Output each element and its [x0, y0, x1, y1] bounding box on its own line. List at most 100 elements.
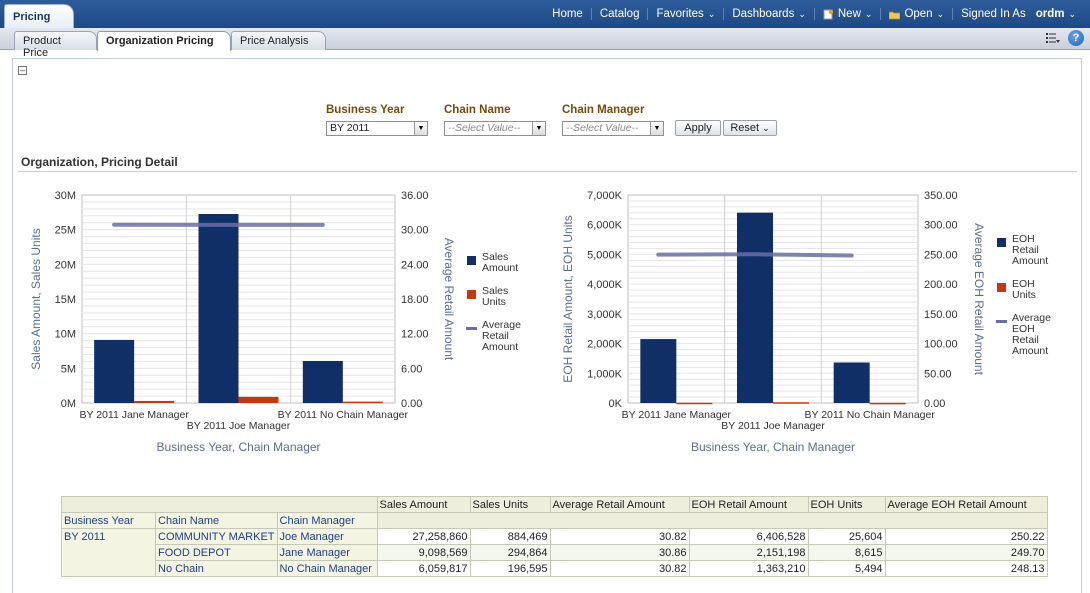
legend-label: Sales Amount — [482, 251, 518, 274]
y-tick-label: 7,000K — [587, 190, 623, 202]
sales-chart[interactable]: 0M 5M 10M 15M 20M 25M 30M 0.00 6.00 12.00 18.00 24.… — [20, 175, 565, 465]
business-year-select[interactable]: BY 2011 ▼ — [326, 121, 428, 136]
nav-dashboards-label: Dashboards — [732, 8, 795, 20]
bar-eoh-units — [773, 402, 809, 404]
value-cell: 30.82 — [549, 528, 690, 545]
nav-new[interactable]: New ⌄ — [815, 8, 882, 20]
nav-new-label: New — [837, 8, 861, 20]
y-tick-label: 5M — [61, 363, 76, 375]
y2-tick-label: 100.00 — [924, 339, 958, 351]
y2-tick-label: 250.00 — [924, 249, 958, 261]
chain-cell[interactable]: No Chain — [155, 560, 278, 577]
bar-sales-amount — [302, 360, 343, 403]
nav-open-label: Open — [904, 8, 933, 20]
x-tick-label: BY 2011 No Chain Manager — [278, 409, 409, 421]
value-cell: 5,494 — [807, 560, 886, 577]
value-cell: 6,059,817 — [376, 560, 471, 577]
page-options-icon[interactable] — [1046, 32, 1060, 44]
value-cell: 249.70 — [884, 544, 1048, 561]
row-header: Chain Name — [155, 512, 278, 529]
value-cell: 1,363,210 — [688, 560, 809, 577]
reset-label: Reset — [730, 122, 760, 134]
column-header: Average EOH Retail Amount — [884, 496, 1048, 513]
dropdown-arrow-icon[interactable]: ▼ — [650, 122, 663, 135]
help-icon[interactable]: ? — [1068, 30, 1084, 46]
value-cell: 294,864 — [469, 544, 551, 561]
legend-label: Average EOH Retail Amount — [1012, 312, 1051, 357]
bar-eoh-retail-amount — [640, 339, 677, 403]
row-header-row: Business Year Chain Name Chain Manager — [61, 512, 1048, 529]
dropdown-arrow-icon[interactable]: ▼ — [414, 122, 427, 135]
bar-sales-units — [342, 401, 383, 404]
reset-button[interactable]: Reset ⌄ — [723, 120, 777, 136]
nav-open[interactable]: Open ⌄ — [881, 8, 954, 20]
nav-home[interactable]: Home — [544, 8, 592, 20]
table-header-row: Sales Amount Sales Units Average Retail … — [61, 496, 1048, 513]
app-title-tab[interactable]: Pricing — [4, 4, 74, 28]
chevron-down-icon: ⌄ — [707, 8, 716, 19]
y2-tick-label: 30.00 — [401, 225, 429, 237]
manager-cell[interactable]: Jane Manager — [276, 544, 378, 561]
y2-tick-label: 0.00 — [924, 398, 945, 410]
nav-dashboards[interactable]: Dashboards ⌄ — [724, 8, 815, 20]
nav-favorites-label: Favorites — [656, 8, 704, 20]
bar-eoh-retail-amount — [737, 212, 773, 403]
x-tick-label: BY 2011 Joe Manager — [187, 420, 291, 432]
apply-button[interactable]: Apply — [675, 120, 721, 136]
tab-organization-pricing[interactable]: Organization Pricing — [97, 31, 231, 51]
table-row: BY 2011 COMMUNITY MARKET Joe Manager 27,… — [61, 528, 1048, 577]
nav-favorites[interactable]: Favorites ⌄ — [648, 8, 725, 20]
section-title: Organization, Pricing Detail — [21, 155, 178, 169]
y-tick-label: 6,000K — [587, 220, 623, 232]
business-year-cell[interactable]: BY 2011 — [61, 528, 156, 577]
manager-cell[interactable]: No Chain Manager — [276, 560, 378, 577]
y2-tick-label: 200.00 — [924, 279, 958, 291]
row-header: Business Year — [61, 512, 156, 529]
value-cell: 2,151,198 — [688, 544, 809, 561]
global-header: Pricing Home Catalog Favorites ⌄ Dashboar… — [0, 0, 1090, 28]
column-header: Sales Amount — [376, 496, 471, 513]
y2-tick-label: 24.00 — [401, 259, 429, 271]
y-axis-title: Sales Amount, Sales Units — [29, 228, 43, 369]
line-average-eoh-retail-amount — [656, 252, 854, 258]
bar-sales-amount — [198, 214, 239, 403]
y-tick-label: 10M — [55, 329, 76, 341]
y2-tick-label: 350.00 — [924, 190, 958, 202]
nav-home-label: Home — [552, 8, 583, 20]
bar-eoh-units — [676, 402, 713, 405]
y2-tick-label: 300.00 — [924, 220, 958, 232]
global-nav: Home Catalog Favorites ⌄ Dashboards ⌄ New ⌄… — [544, 0, 1084, 28]
column-header: EOH Retail Amount — [688, 496, 809, 513]
table-row: No Chain No Chain Manager 6,059,817 196,… — [62, 560, 1048, 577]
column-header: Sales Units — [469, 496, 551, 513]
bar-sales-units — [134, 400, 175, 403]
x-axis-title: Business Year, Chain Manager — [156, 440, 320, 454]
x-tick-label: BY 2011 Jane Manager — [79, 409, 189, 421]
eoh-chart[interactable]: 0K 1,000K 2,000K 3,000K 4,000K 5,000K 6,000K 7,… — [555, 175, 1075, 465]
chain-cell[interactable]: COMMUNITY MARKET — [155, 528, 278, 545]
y-tick-label: 20M — [55, 259, 76, 271]
bar-eoh-retail-amount — [833, 362, 870, 403]
manager-cell[interactable]: Joe Manager — [276, 528, 378, 545]
value-cell: 8,615 — [807, 544, 886, 561]
tab-price-analysis[interactable]: Price Analysis — [231, 31, 326, 50]
y-tick-label: 15M — [55, 294, 76, 306]
collapse-section-icon[interactable]: – — [18, 65, 27, 75]
dropdown-arrow-icon[interactable]: ▼ — [532, 122, 545, 135]
y-tick-label: 0M — [61, 398, 76, 410]
legend-swatch — [467, 290, 476, 299]
tab-product-price[interactable]: Product Price — [14, 31, 97, 59]
chain-name-select[interactable]: --Select Value-- ▼ — [444, 121, 546, 136]
x-tick-label: BY 2011 Joe Manager — [721, 420, 825, 432]
y2-tick-label: 12.00 — [401, 329, 429, 341]
y-tick-label: 2,000K — [587, 339, 623, 351]
chevron-down-icon: ⌄ — [762, 123, 770, 133]
value-cell: 6,406,528 — [688, 528, 809, 545]
y2-axis-title: Average Retail Amount — [442, 238, 456, 361]
chain-name-label: Chain Name — [444, 104, 511, 116]
business-year-label: Business Year — [326, 104, 405, 116]
nav-catalog[interactable]: Catalog — [592, 8, 649, 20]
chain-manager-select[interactable]: --Select Value-- ▼ — [562, 121, 664, 136]
chain-cell[interactable]: FOOD DEPOT — [155, 544, 278, 561]
nav-user-menu[interactable]: Signed In As ordm ⌄ — [953, 8, 1084, 20]
